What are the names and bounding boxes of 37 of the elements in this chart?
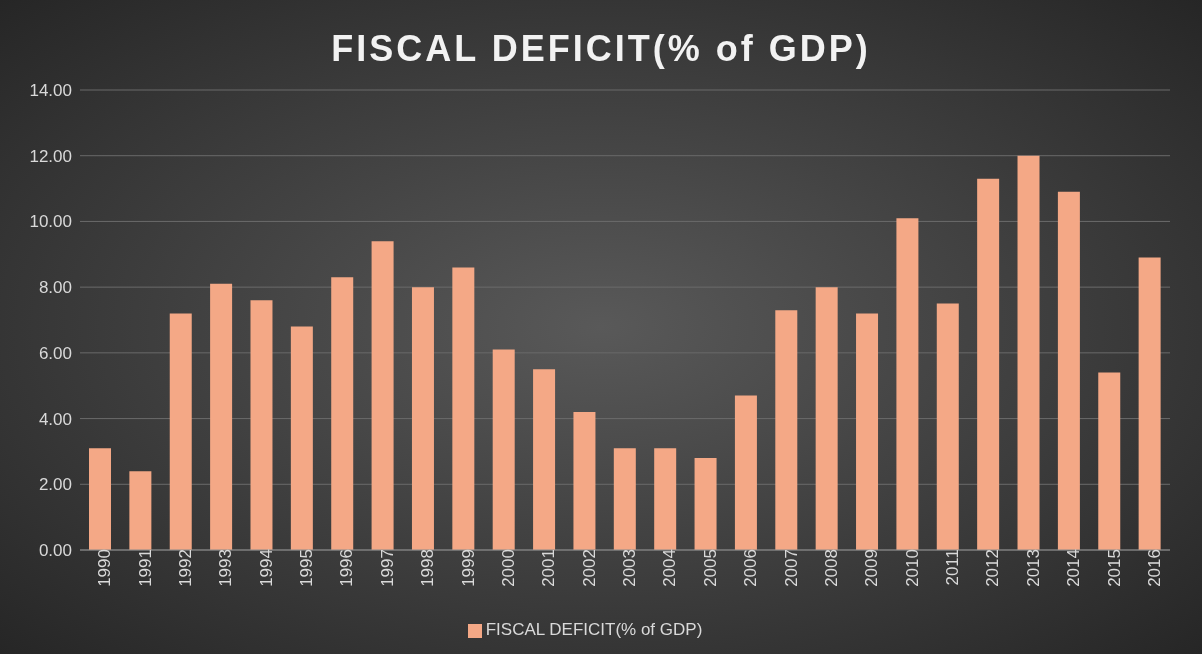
x-tick-label: 1991 bbox=[135, 549, 155, 587]
x-tick-label: 1993 bbox=[216, 549, 236, 587]
x-tick-label: 2002 bbox=[579, 549, 599, 587]
y-tick-label: 8.00 bbox=[38, 278, 72, 298]
x-tick-label: 2011 bbox=[943, 549, 963, 586]
x-tick-label: 2004 bbox=[660, 549, 680, 587]
x-tick-label: 2013 bbox=[1023, 549, 1043, 587]
x-tick-label: 2016 bbox=[1144, 549, 1164, 587]
legend-label: FISCAL DEFICIT(% of GDP) bbox=[485, 620, 703, 639]
x-tick-label: 1990 bbox=[95, 549, 115, 587]
y-tick-label: 2.00 bbox=[38, 475, 72, 495]
x-tick-label: 2008 bbox=[821, 549, 841, 587]
x-tick-label: 1994 bbox=[256, 549, 276, 587]
x-tick-label: 2001 bbox=[539, 549, 559, 587]
x-tick-label: 2009 bbox=[862, 549, 882, 587]
y-tick-label: 4.00 bbox=[38, 409, 72, 429]
y-tick-label: 10.00 bbox=[29, 212, 72, 232]
x-tick-label: 2003 bbox=[620, 549, 640, 587]
y-tick-label: 14.00 bbox=[29, 81, 72, 101]
x-tick-label: 2012 bbox=[983, 549, 1003, 587]
x-tick-label: 2007 bbox=[781, 549, 801, 587]
y-tick-label: 12.00 bbox=[29, 146, 72, 166]
chart-title: FISCAL DEFICIT(% of GDP) bbox=[330, 28, 872, 70]
x-tick-label: 1995 bbox=[297, 549, 317, 587]
x-tick-label: 1996 bbox=[337, 549, 357, 587]
x-tick-label: 2000 bbox=[498, 549, 518, 587]
x-tick-label: 1992 bbox=[176, 549, 195, 587]
x-tick-label: 2006 bbox=[741, 549, 761, 587]
x-tick-label: 2015 bbox=[1104, 549, 1124, 587]
x-tick-label: 1997 bbox=[377, 549, 397, 587]
x-tick-label: 1998 bbox=[418, 549, 438, 587]
y-tick-label: 0.00 bbox=[38, 541, 72, 561]
y-tick-label: 6.00 bbox=[38, 343, 72, 363]
x-tick-label: 2005 bbox=[700, 549, 720, 587]
x-tick-label: 1999 bbox=[458, 549, 478, 587]
x-tick-label: 2010 bbox=[902, 549, 922, 587]
x-tick-label: 2014 bbox=[1064, 549, 1084, 587]
